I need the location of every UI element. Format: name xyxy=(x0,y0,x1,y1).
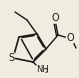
Text: 2: 2 xyxy=(45,69,48,74)
Text: NH: NH xyxy=(36,66,49,74)
Text: O: O xyxy=(52,13,60,23)
Text: S: S xyxy=(8,53,14,63)
Text: O: O xyxy=(66,33,74,43)
